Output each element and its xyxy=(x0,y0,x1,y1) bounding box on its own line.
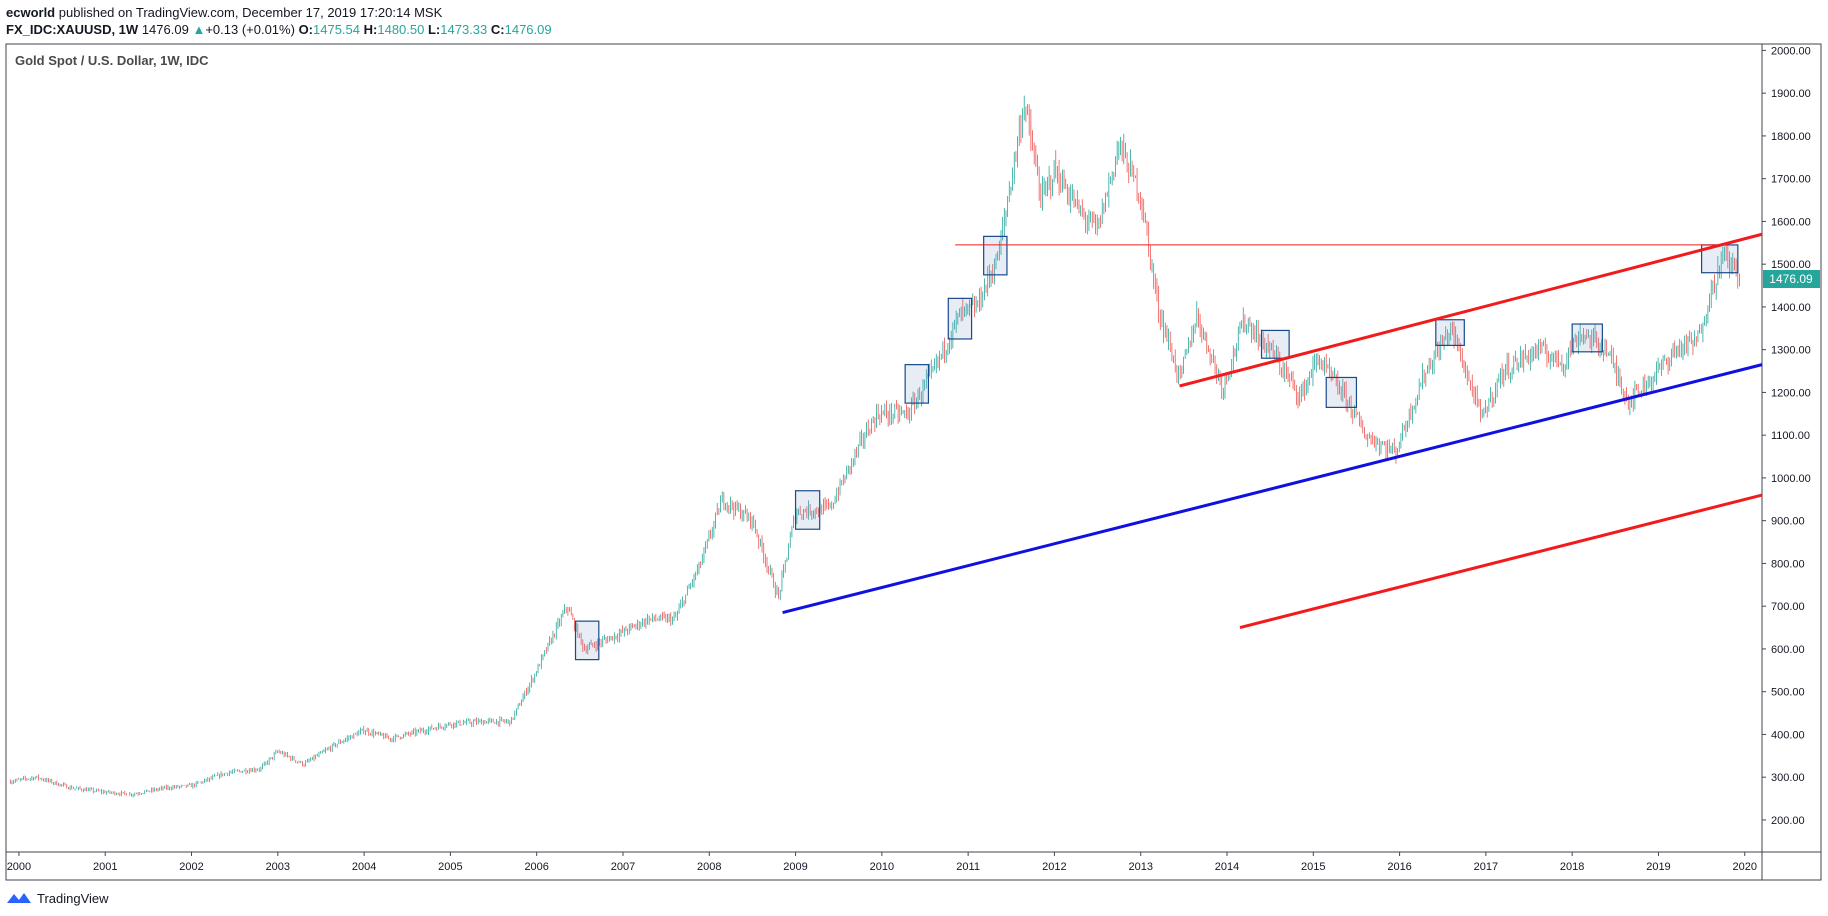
branding[interactable]: TradingView xyxy=(6,890,109,906)
high-label: H: xyxy=(363,22,378,37)
y-tick-label: 1900.00 xyxy=(1771,88,1811,100)
candles xyxy=(9,95,1740,798)
x-tick-label: 2000 xyxy=(7,861,31,873)
close-label: C: xyxy=(490,22,505,37)
chart-header: ecworld published on TradingView.com, De… xyxy=(6,4,552,38)
x-tick-label: 2002 xyxy=(179,861,203,873)
x-tick-label: 2001 xyxy=(93,861,117,873)
time-axis: 2000 2001 2002 2003 2004 2005 2006 2007 2008 2009… xyxy=(7,852,1757,873)
x-tick-label: 2010 xyxy=(870,861,894,873)
high-value: 1480.50 xyxy=(377,22,425,37)
x-tick-label: 2019 xyxy=(1646,861,1670,873)
symbol-label: FX_IDC:XAUUSD, 1W xyxy=(6,22,139,37)
low-value: 1473.33 xyxy=(440,22,488,37)
x-tick-label: 2008 xyxy=(697,861,721,873)
x-tick-label: 2006 xyxy=(524,861,548,873)
last-price-label: 1476.09 xyxy=(1769,272,1813,286)
highlight-box[interactable] xyxy=(1571,323,1603,353)
highlight-box[interactable] xyxy=(794,490,821,530)
x-tick-label: 2016 xyxy=(1387,861,1411,873)
published-text: published on TradingView.com, December 1… xyxy=(58,5,443,20)
up-arrow-icon: ▲ xyxy=(192,22,206,37)
highlight-boxes[interactable] xyxy=(574,235,1739,661)
price-change: +0.13 (+0.01%) xyxy=(205,22,295,37)
last-price: 1476.09 xyxy=(141,22,189,37)
highlight-box[interactable] xyxy=(1325,376,1358,408)
trend-line[interactable] xyxy=(1179,232,1763,388)
publish-info: ecworld published on TradingView.com, De… xyxy=(6,4,552,21)
x-tick-label: 2015 xyxy=(1301,861,1325,873)
trend-line[interactable] xyxy=(782,363,1763,615)
y-tick-label: 2000.00 xyxy=(1771,45,1811,57)
x-tick-label: 2011 xyxy=(956,861,980,873)
y-tick-label: 500.00 xyxy=(1771,687,1805,699)
trend-lines[interactable] xyxy=(782,232,1763,630)
y-tick-label: 1700.00 xyxy=(1771,174,1811,186)
y-tick-label: 1200.00 xyxy=(1771,387,1811,399)
y-tick-label: 1300.00 xyxy=(1771,345,1811,357)
tradingview-logo-icon xyxy=(7,893,31,903)
y-tick-label: 700.00 xyxy=(1771,601,1805,613)
y-tick-label: 400.00 xyxy=(1771,729,1805,741)
y-tick-label: 1600.00 xyxy=(1771,216,1811,228)
y-tick-label: 1400.00 xyxy=(1771,302,1811,314)
y-tick-label: 800.00 xyxy=(1771,558,1805,570)
highlight-box[interactable] xyxy=(1260,329,1290,359)
trend-line[interactable] xyxy=(1239,493,1763,630)
brand-name: TradingView xyxy=(37,890,109,906)
x-tick-label: 2004 xyxy=(352,861,376,873)
ohlc-legend: FX_IDC:XAUUSD, 1W 1476.09 ▲+0.13 (+0.01%… xyxy=(6,21,552,38)
y-tick-label: 600.00 xyxy=(1771,644,1805,656)
y-tick-label: 200.00 xyxy=(1771,815,1805,827)
open-label: O: xyxy=(298,22,314,37)
price-axis: 200.00 300.00 400.00 500.00 600.00 700.00 800.… xyxy=(1762,45,1811,827)
y-tick-label: 1800.00 xyxy=(1771,131,1811,143)
x-tick-label: 2003 xyxy=(266,861,290,873)
x-tick-label: 2009 xyxy=(783,861,807,873)
x-tick-label: 2020 xyxy=(1732,861,1756,873)
x-tick-label: 2007 xyxy=(611,861,635,873)
chart-title: Gold Spot / U.S. Dollar, 1W, IDC xyxy=(15,53,209,68)
x-tick-label: 2013 xyxy=(1128,861,1152,873)
x-tick-label: 2012 xyxy=(1042,861,1066,873)
y-tick-label: 1000.00 xyxy=(1771,473,1811,485)
y-tick-label: 1100.00 xyxy=(1771,430,1810,442)
highlight-box[interactable] xyxy=(904,364,930,404)
highlight-box[interactable] xyxy=(574,620,600,661)
x-tick-label: 2014 xyxy=(1215,861,1239,873)
plot-frame xyxy=(5,43,1822,881)
close-value: 1476.09 xyxy=(504,22,552,37)
last-price-badge xyxy=(1763,270,1820,288)
x-tick-label: 2018 xyxy=(1560,861,1584,873)
open-value: 1475.54 xyxy=(313,22,361,37)
highlight-box[interactable] xyxy=(983,235,1008,276)
highlight-box[interactable] xyxy=(947,297,973,340)
x-tick-label: 2005 xyxy=(438,861,462,873)
y-tick-label: 900.00 xyxy=(1771,516,1805,528)
low-label: L: xyxy=(427,22,441,37)
y-tick-label: 300.00 xyxy=(1771,772,1805,784)
x-tick-label: 2017 xyxy=(1474,861,1498,873)
highlight-box[interactable] xyxy=(1435,319,1465,346)
y-tick-label: 1500.00 xyxy=(1771,259,1811,271)
author-name[interactable]: ecworld xyxy=(6,5,56,20)
